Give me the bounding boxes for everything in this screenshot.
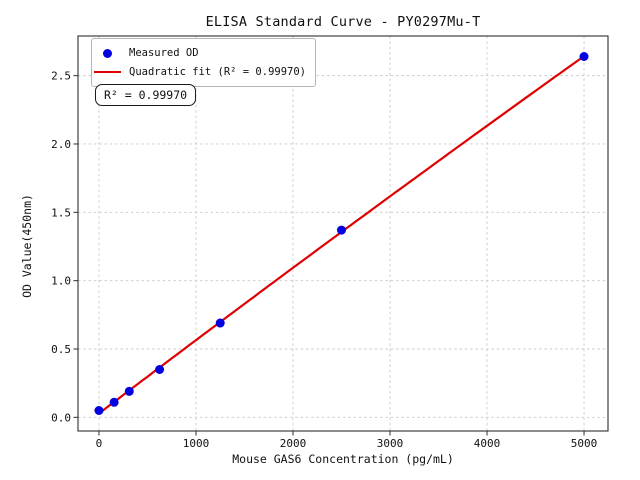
r-squared-annotation: R² = 0.99970 xyxy=(95,84,197,106)
y-tick-label: 1.5 xyxy=(51,206,71,219)
y-tick-label: 1.0 xyxy=(51,275,71,288)
data-point xyxy=(215,318,225,328)
y-tick-label: 0.0 xyxy=(51,411,71,424)
x-tick-label: 0 xyxy=(96,437,103,450)
x-tick-label: 4000 xyxy=(474,437,501,450)
y-tick-label: 2.5 xyxy=(51,70,71,83)
data-point xyxy=(155,364,165,374)
y-axis-label: OD Value(450nm) xyxy=(20,194,34,298)
data-point xyxy=(124,386,134,396)
legend-key-fit xyxy=(92,70,122,74)
legend-label-measured: Measured OD xyxy=(129,47,199,59)
quadratic-fit-line xyxy=(97,54,586,415)
y-tick-label: 2.0 xyxy=(51,138,71,151)
x-tick-label: 2000 xyxy=(280,437,307,450)
legend: Measured OD Quadratic fit (R² = 0.99970) xyxy=(91,38,317,87)
data-point xyxy=(579,52,589,62)
data-point xyxy=(94,405,104,415)
x-tick-label: 5000 xyxy=(571,437,598,450)
fit-line-icon xyxy=(93,70,121,74)
x-tick-label: 1000 xyxy=(183,437,210,450)
chart-title: ELISA Standard Curve - PY0297Mu-T xyxy=(205,14,481,30)
y-tick-label: 0.5 xyxy=(51,343,71,356)
legend-item-quadratic-fit: Quadratic fit (R² = 0.99970) xyxy=(92,64,306,80)
legend-item-measured-od: Measured OD xyxy=(92,45,306,61)
plot-frame xyxy=(77,35,609,432)
x-tick-label: 3000 xyxy=(377,437,404,450)
x-axis-label: Mouse GAS6 Concentration (pg/mL) xyxy=(232,452,454,466)
legend-key-measured xyxy=(92,48,122,58)
data-point xyxy=(336,225,346,235)
legend-label-fit: Quadratic fit (R² = 0.99970) xyxy=(129,66,307,78)
measured-od-marker-icon xyxy=(102,48,112,58)
data-point xyxy=(109,397,119,407)
